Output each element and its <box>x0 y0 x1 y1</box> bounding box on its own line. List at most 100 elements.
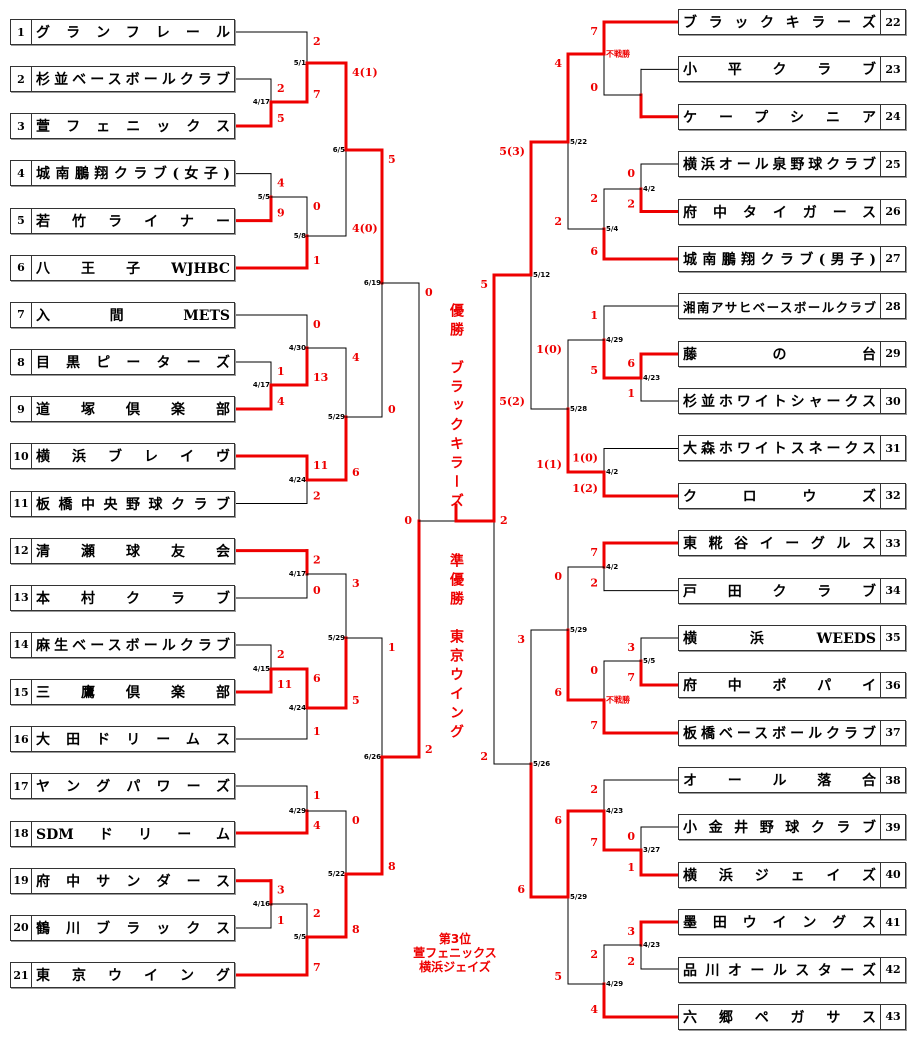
match-date: 6/19 <box>364 279 381 287</box>
team-box: 3 萱フェニックス <box>10 113 235 140</box>
match-date: 4/15 <box>253 665 270 673</box>
team-number: 1 <box>11 20 32 44</box>
team-number: 14 <box>11 632 32 657</box>
match-date: 4/17 <box>289 570 306 578</box>
team-box: 府中タイガース 26 <box>678 198 906 225</box>
third-place-team: 横浜ジェイズ <box>419 960 491 974</box>
team-name: 板橋ベースボールクラブ <box>683 725 876 742</box>
team-name: 萱フェニックス <box>36 119 230 136</box>
team-box: 2 杉並ベースボールクラブ <box>10 66 235 93</box>
score-bottom: 1(2) <box>572 482 598 495</box>
team-box: 1 グランフレール <box>10 19 235 45</box>
score-bottom: 2 <box>554 215 562 228</box>
score-bottom: 0 <box>388 403 396 416</box>
team-name: 小金井野球クラブ <box>683 820 876 837</box>
team-number: 12 <box>11 538 32 563</box>
team-number: 7 <box>11 302 32 327</box>
score-top: 6 <box>627 357 635 370</box>
match-date: 5/29 <box>328 413 345 421</box>
team-number: 37 <box>880 720 905 745</box>
score-bottom: 1 <box>627 387 635 400</box>
team-name: 府中ポパイ <box>683 678 876 695</box>
match-date: 6/26 <box>364 753 381 761</box>
match-date: 4/23 <box>643 941 660 949</box>
match-date: 不戦勝 <box>606 49 631 59</box>
team-name: ブラックキラーズ <box>683 15 876 31</box>
team-name: 横浜ブレイヴ <box>36 449 230 466</box>
team-box: ケープシニア 24 <box>678 103 906 130</box>
team-name: 六郷ペガサス <box>683 1009 876 1026</box>
match-date: 5/29 <box>570 626 587 634</box>
team-name-cell: 清瀬球友会 <box>32 539 234 563</box>
score-bottom: 8 <box>352 923 360 936</box>
team-box: オール落合 38 <box>678 767 906 794</box>
team-box: 15 三鷹倶楽部 <box>10 679 235 706</box>
score-bottom: 0 <box>313 584 321 597</box>
match-date: 5/28 <box>570 405 587 413</box>
team-name-cell: グランフレール <box>32 20 234 44</box>
match-date: 4/29 <box>606 980 623 988</box>
third-place: 第3位 萱フェニックス 横浜ジェイズ <box>395 932 515 974</box>
team-name-cell: 杉並ホワイトシャークス <box>679 389 880 413</box>
team-number: 13 <box>11 585 32 610</box>
team-number: 17 <box>11 774 32 799</box>
team-number: 35 <box>880 625 905 650</box>
score-bottom: 5 <box>590 364 598 377</box>
score-top: 2 <box>277 648 285 661</box>
score-bottom: 5 <box>554 970 562 983</box>
match-date: 4/30 <box>289 344 306 352</box>
score-top: 6 <box>313 672 321 685</box>
team-name: 品川オールスターズ <box>683 962 876 979</box>
score-bottom: 1 <box>277 914 285 927</box>
score-top: 2 <box>590 948 598 961</box>
team-number: 42 <box>880 957 905 982</box>
score-bottom: 2 <box>313 490 321 503</box>
team-number: 29 <box>880 341 905 366</box>
team-name: 三鷹倶楽部 <box>36 685 230 702</box>
team-number: 15 <box>11 680 32 705</box>
score-bottom: 2 <box>627 955 635 968</box>
score-top: 1 <box>388 641 396 654</box>
team-name-cell: 墨田ウイングス <box>679 910 880 934</box>
team-number: 10 <box>11 444 32 469</box>
score-top: 1 <box>590 309 598 322</box>
team-number: 40 <box>880 862 905 887</box>
match-date: 4/16 <box>253 900 270 908</box>
team-box: 6 八王子WJHBC <box>10 254 235 281</box>
match-date: 4/2 <box>606 563 618 571</box>
score-top: 4 <box>554 57 562 70</box>
score-top: 7 <box>590 546 598 559</box>
score-bottom: 4(0) <box>352 222 378 235</box>
team-number: 23 <box>880 57 905 82</box>
match-date: 5/1 <box>294 59 306 67</box>
team-box: 戸田クラブ 34 <box>678 577 906 604</box>
match-date: 5/22 <box>570 138 587 146</box>
team-name-cell: ブラックキラーズ <box>679 10 880 34</box>
team-name: 若竹ライナー <box>36 213 230 230</box>
team-name-cell: 府中タイガース <box>679 200 880 224</box>
team-name-cell: 東京ウイング <box>32 963 234 987</box>
team-box: 13 本村クラブ <box>10 584 235 611</box>
team-box: クロウズ 32 <box>678 482 906 509</box>
team-name-cell: 六郷ペガサス <box>679 1005 880 1029</box>
score-top: 0 <box>627 830 635 843</box>
team-name: 麻生ベースボールクラブ <box>36 637 230 654</box>
team-name: 道塚倶楽部 <box>36 402 230 419</box>
team-number: 32 <box>880 483 905 508</box>
score-bottom: 4 <box>313 819 321 832</box>
team-name-cell: 八王子WJHBC <box>32 256 234 280</box>
score-bottom: 1 <box>313 725 321 738</box>
score-bottom: 6 <box>352 466 360 479</box>
team-number: 21 <box>11 963 32 987</box>
team-number: 38 <box>880 768 905 793</box>
team-name-cell: 東糀谷イーグルス <box>679 531 880 555</box>
team-name: 大田ドリームス <box>36 732 230 749</box>
score-bottom: 7 <box>313 88 321 101</box>
team-number: 43 <box>880 1004 905 1029</box>
team-box: 六郷ペガサス 43 <box>678 1003 906 1030</box>
match-date: 5/5 <box>643 657 655 665</box>
team-name: グランフレール <box>36 25 230 41</box>
team-name: クロウズ <box>683 488 876 505</box>
team-name-cell: 湘南アサヒベースボールクラブ <box>679 294 880 318</box>
